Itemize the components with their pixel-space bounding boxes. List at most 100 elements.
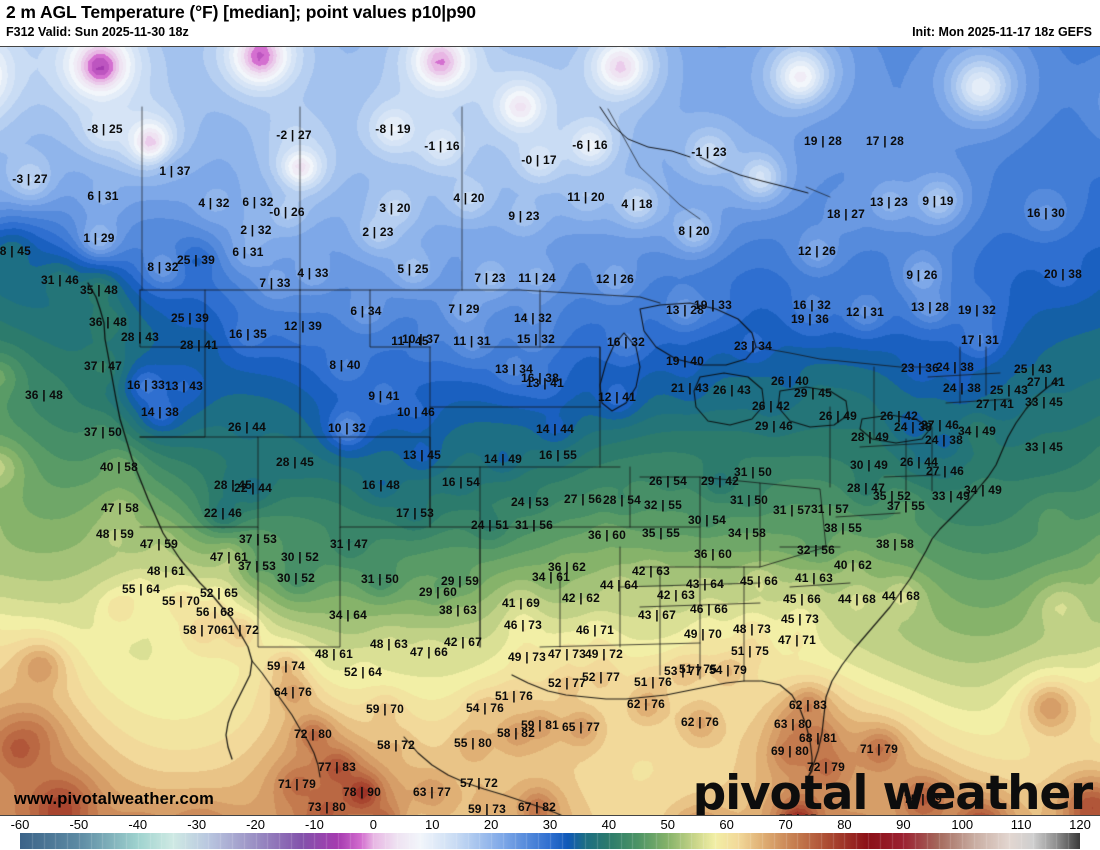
point-value-label: 11 | 20 [567,190,605,204]
colorbar-tick: 90 [896,817,911,832]
point-value-label: 52 | 64 [343,665,383,679]
point-value-label: 52 | 77 [581,670,621,684]
point-value-label: 28 | 45 [213,478,253,492]
point-value-label: 6 | 31 [87,189,119,203]
point-value-label: 30 | 49 [849,458,889,472]
point-value-label: 12 | 41 [597,390,637,404]
point-value-label: 72 | 80 [293,727,333,741]
point-value-label: 47 | 73 [547,647,587,661]
point-value-label: -0 | 26 [269,205,305,219]
valid-time-label: F312 Valid: Sun 2025-11-30 18z [6,25,189,39]
point-value-label: 4 | 32 [198,196,230,210]
point-value-label: 15 | 32 [516,332,556,346]
point-value-label: 43 | 67 [637,608,677,622]
point-value-label: 16 | 54 [441,475,481,489]
point-value-label: 46 | 73 [503,618,543,632]
point-value-label: 31 | 57 [772,503,812,517]
point-value-label: 48 | 61 [146,564,186,578]
point-value-label: 27 | 41 [1026,375,1066,389]
colorbar-tick: 0 [369,817,377,832]
point-value-label: 41 | 69 [501,596,541,610]
point-value-label: 12 | 26 [595,272,635,286]
point-value-label: 26 | 42 [879,409,919,423]
point-value-label: 16 | 32 [792,298,832,312]
point-value-label: 13 | 34 [494,362,534,376]
colorbar-tick: 20 [483,817,499,832]
point-value-label: 58 | 72 [376,738,416,752]
point-value-label: 33 | 49 [931,489,971,503]
point-value-label: 52 | 65 [199,586,239,600]
point-value-label: 3 | 20 [379,201,411,215]
page-title: 2 m AGL Temperature (°F) [median]; point… [6,2,476,22]
point-value-label: 6 | 32 [242,195,274,209]
point-value-label: 17 | 31 [960,333,1000,347]
point-value-label: 11 | 24 [518,271,556,285]
temperature-raster [0,47,1100,815]
point-value-label: 45 | 66 [739,574,779,588]
point-value-label: 9 | 19 [922,194,954,208]
point-value-label: 62 | 76 [626,697,666,711]
pivotal-weather-watermark: pivotal weather [692,766,1094,816]
colorbar[interactable]: -60 -50 -40 -30 -20 -10 0 10 20 30 40 50 60 70 80 90 100… [0,816,1100,850]
point-value-label: 9 | 26 [906,268,938,282]
point-value-label: 58 | 82 [496,726,536,740]
point-value-label: 55 | 80 [453,736,493,750]
point-value-label: 48 | 63 [369,637,409,651]
point-value-label: 65 | 77 [561,720,601,734]
point-value-label: 10 | 37 [401,332,441,346]
point-value-label: 13 | 28 [910,300,950,314]
point-value-label: 22 | 44 [233,481,273,495]
point-value-label: 24 | 38 [924,433,964,447]
point-value-label: 57 | 72 [459,776,499,790]
point-value-label: 4 | 18 [621,197,653,211]
point-value-label: 26 | 49 [818,409,858,423]
point-value-label: 21 | 43 [670,381,710,395]
point-value-label: 8 | 20 [678,224,710,238]
point-value-label: 13 | 45 [402,448,442,462]
point-value-label: 4 | 20 [453,191,485,205]
point-value-label: 25 | 39 [176,253,216,267]
point-value-label: 62 | 76 [680,715,720,729]
point-value-label: 1 | 29 [83,231,115,245]
point-value-layer: -8 | 25 -3 | 27 6 | 31 1 | 37 1 | 29 8 | 32 4 … [0,47,1100,815]
point-value-label: 10 | 32 [327,421,367,435]
point-value-label: 33 | 45 [1024,395,1064,409]
point-value-label: 24 | 38 [942,381,982,395]
point-value-label: 5 | 25 [397,262,429,276]
point-value-label: 13 | 43 [164,379,204,393]
point-value-label: -2 | 27 [276,128,312,142]
point-value-label: 31 | 50 [733,465,773,479]
point-value-label: 35 | 52 [872,489,912,503]
point-value-label: 16 | 32 [606,335,646,349]
point-value-label: 48 | 61 [314,647,354,661]
colorbar-tick: 40 [601,817,617,832]
point-value-label: 12 | 31 [845,305,885,319]
map-viewport[interactable]: -8 | 25 -3 | 27 6 | 31 1 | 37 1 | 29 8 | 32 4 … [0,46,1100,816]
point-value-label: 19 | 40 [665,354,705,368]
point-value-label: 64 | 76 [273,685,313,699]
point-value-label: 8 | 32 [147,260,179,274]
point-value-label: -0 | 17 [521,153,557,167]
point-value-label: 37 | 50 [83,425,123,439]
point-value-label: 30 | 54 [687,513,727,527]
point-value-label: 28 | 45 [275,455,315,469]
point-value-label: 37 | 47 [83,359,123,373]
point-value-label: 47 | 61 [209,550,249,564]
point-value-label: 46 | 71 [575,623,615,637]
colorbar-tick-labels: -60 -50 -40 -30 -20 -10 0 10 20 30 40 50 60 70 80 90 100… [0,816,1100,833]
point-value-label: 36 | 60 [587,528,627,542]
point-value-label: 63 | 80 [773,717,813,731]
colorbar-tick: -30 [187,817,207,832]
point-value-label: 26 | 44 [227,420,267,434]
chart-header: 2 m AGL Temperature (°F) [median]; point… [0,0,1100,46]
point-value-label: 27 | 46 [920,418,960,432]
colorbar-gradient [20,833,1080,849]
point-value-label: 12 | 39 [283,319,323,333]
point-value-label: 49 | 72 [584,647,624,661]
point-value-label: 28 | 45 [0,244,32,258]
point-value-label: 11 | 45 [391,334,429,348]
point-value-label: 67 | 82 [517,800,557,814]
point-value-label: 7 | 33 [259,276,291,290]
point-value-label: 38 | 58 [875,537,915,551]
point-value-label: 49 | 73 [507,650,547,664]
